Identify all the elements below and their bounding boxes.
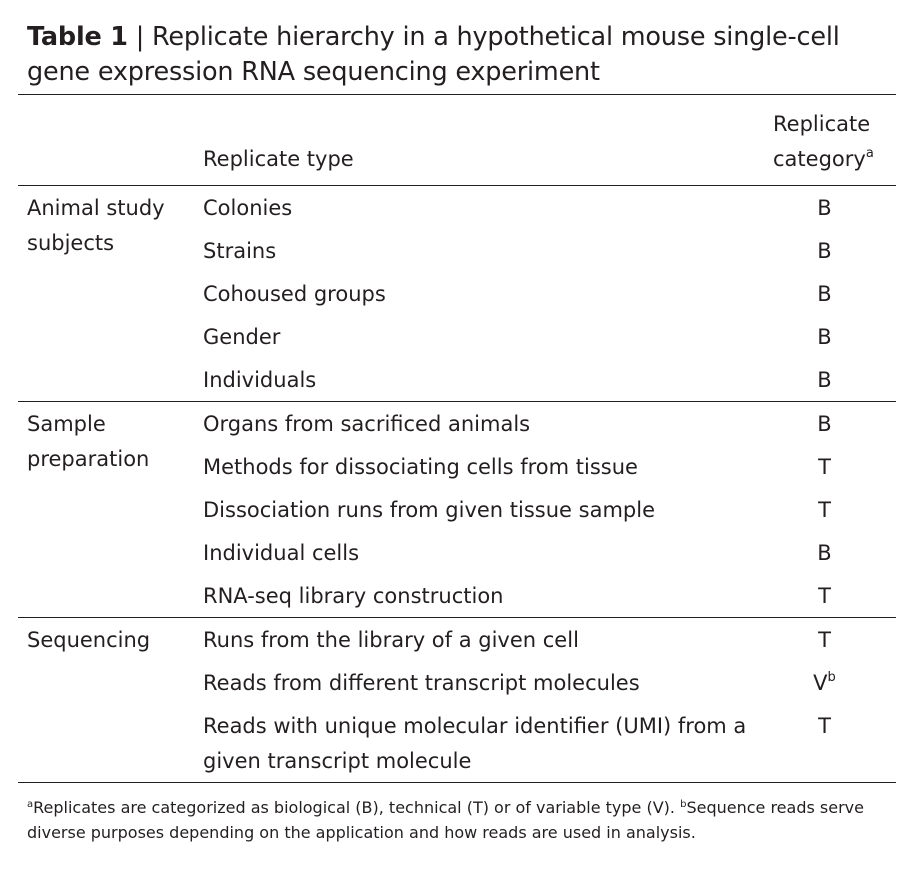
group-label: Animal study subjects xyxy=(27,196,165,255)
replicate-category-cell: B xyxy=(773,402,896,447)
footnote-b-mark: b xyxy=(680,799,687,810)
category-value: T xyxy=(818,628,831,652)
table-row: Individuals B xyxy=(18,359,896,402)
replicate-category-cell: T xyxy=(773,705,896,783)
table-title: Table 1 | Replicate hierarchy in a hypot… xyxy=(18,20,896,90)
category-value: B xyxy=(817,325,832,349)
category-note: b xyxy=(827,670,836,685)
table-row: Gender B xyxy=(18,316,896,359)
replicate-category-cell: T xyxy=(773,575,896,618)
replicate-type-cell: Methods for dissociating cells from tiss… xyxy=(203,455,638,479)
replicate-type-cell: Reads from different transcript molecule… xyxy=(203,671,640,695)
replicate-category-cell: T xyxy=(773,489,896,532)
category-value: T xyxy=(818,714,831,738)
header-category-line1: Replicate xyxy=(773,112,871,136)
replicate-type-cell: Strains xyxy=(203,239,277,263)
replicate-type-cell: RNA-seq library construction xyxy=(203,584,504,608)
header-category-line2: category xyxy=(773,147,866,171)
replicate-type-cell: Individual cells xyxy=(203,541,360,565)
replicate-type-cell: Reads with unique molecular identifier (… xyxy=(203,714,747,773)
top-rule xyxy=(18,94,896,95)
footnote-b-text: Sequence reads serve diverse purposes de… xyxy=(27,798,864,842)
replicate-type-cell: Runs from the library of a given cell xyxy=(203,628,579,652)
replicate-type-cell: Colonies xyxy=(203,196,293,220)
table-footnotes: aReplicates are categorized as biologica… xyxy=(18,783,896,845)
category-value: B xyxy=(817,196,832,220)
category-value: T xyxy=(818,455,831,479)
category-value: B xyxy=(817,412,832,436)
replicate-category-cell: Vb xyxy=(773,662,896,705)
replicate-category-cell: T xyxy=(773,446,896,489)
table-row: Sample preparation Organs from sacrificed… xyxy=(18,402,896,471)
replicate-category-cell: B xyxy=(773,532,896,575)
header-replicate-category: Replicate categorya xyxy=(773,95,896,186)
replicate-category-cell: B xyxy=(773,273,896,316)
footnote-a-mark: a xyxy=(27,799,34,810)
table-row: Cohoused groups B xyxy=(18,273,896,316)
header-category-note: a xyxy=(865,146,874,161)
table-row: Individual cells B xyxy=(18,532,896,575)
table-row: Dissociation runs from given tissue samp… xyxy=(18,489,896,532)
replicate-type-cell: Gender xyxy=(203,325,281,349)
category-value: T xyxy=(818,584,831,608)
table-caption: Replicate hierarchy in a hypothetical mo… xyxy=(27,22,840,87)
table-row: Strains B xyxy=(18,230,896,273)
replicate-category-cell: T xyxy=(773,618,896,663)
replicate-category-cell: B xyxy=(773,230,896,273)
category-value: B xyxy=(817,239,832,263)
replicate-table: Replicate type Replicate categorya Animal… xyxy=(18,95,896,783)
table-label: Table 1 xyxy=(27,22,128,52)
category-value: V xyxy=(813,671,828,695)
table-group: Sequencing Runs from the library of a giv… xyxy=(18,618,896,783)
table-group: Animal study subjects Colonies B Strains B Co… xyxy=(18,186,896,402)
table-row: Methods for dissociating cells from tiss… xyxy=(18,446,896,489)
replicate-type-cell: Cohoused groups xyxy=(203,282,386,306)
header-row: Replicate type Replicate categorya xyxy=(18,95,896,186)
header-replicate-type: Replicate type xyxy=(203,147,354,171)
replicate-type-cell: Individuals xyxy=(203,368,317,392)
category-value: B xyxy=(817,541,832,565)
replicate-category-cell: B xyxy=(773,359,896,402)
title-separator: | xyxy=(135,22,145,52)
category-value: T xyxy=(818,498,831,522)
replicate-category-cell: B xyxy=(773,316,896,359)
footnote-a-text: Replicates are categorized as biological… xyxy=(33,798,675,817)
replicate-category-cell: B xyxy=(773,186,896,231)
category-value: B xyxy=(817,282,832,306)
group-label: Sequencing xyxy=(27,628,151,652)
category-value: B xyxy=(817,368,832,392)
group-label: Sample preparation xyxy=(27,412,150,471)
header-group xyxy=(18,95,203,186)
table-group: Sample preparation Organs from sacrificed… xyxy=(18,402,896,618)
table-row: Reads from different transcript molecule… xyxy=(18,662,896,705)
table-row: RNA-seq library construction T xyxy=(18,575,896,618)
replicate-type-cell: Dissociation runs from given tissue samp… xyxy=(203,498,656,522)
replicate-type-cell: Organs from sacrificed animals xyxy=(203,412,531,436)
table-row: Reads with unique molecular identifier (… xyxy=(18,705,896,783)
table-figure: Table 1 | Replicate hierarchy in a hypot… xyxy=(18,20,896,845)
table-row: Sequencing Runs from the library of a giv… xyxy=(18,618,896,663)
table-row: Animal study subjects Colonies B xyxy=(18,186,896,255)
